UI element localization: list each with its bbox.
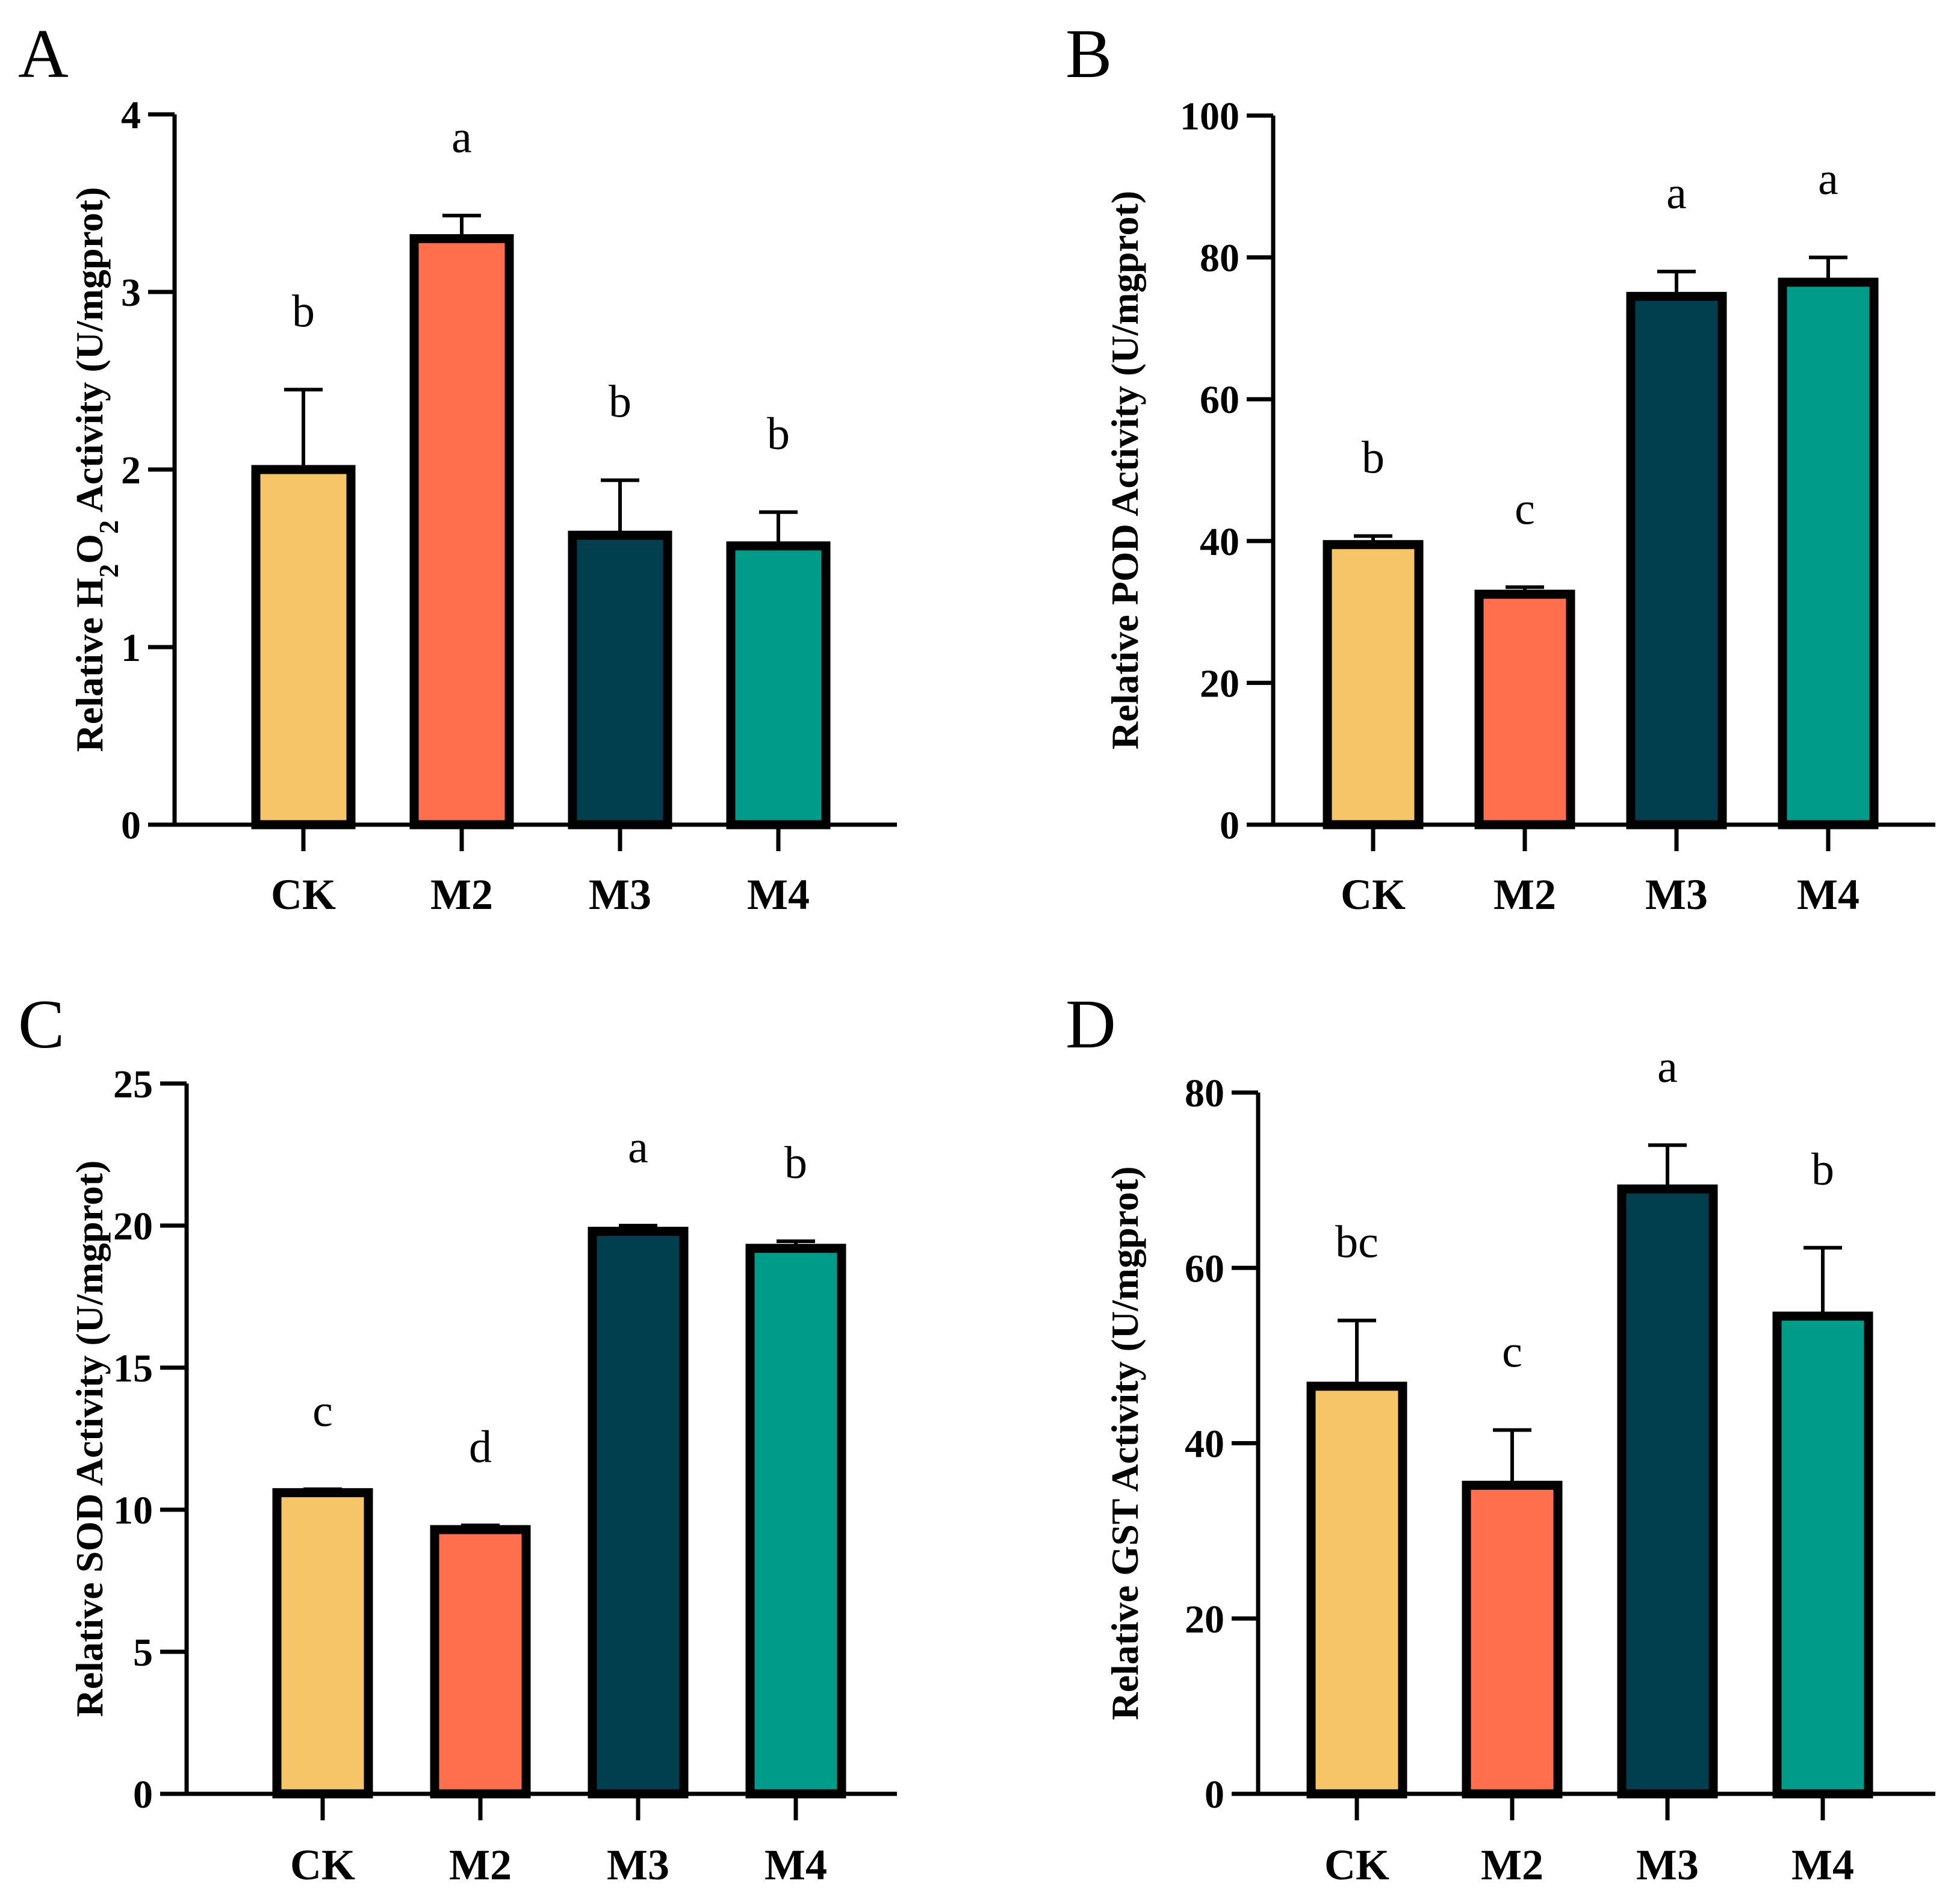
bar-m4 xyxy=(1778,278,1879,830)
x-tick-label: M4 xyxy=(765,1841,827,1889)
x-tick-label: CK xyxy=(1341,870,1406,919)
y-axis-title-part: Relative SOD Activity (U/mgprot) xyxy=(68,1161,111,1717)
y-tick-label: 0 xyxy=(1205,1773,1224,1817)
y-axis-title-part: O xyxy=(68,534,111,564)
y-tick-label: 20 xyxy=(113,1205,153,1248)
x-tick-label: M3 xyxy=(607,1841,669,1889)
y-axis-title-subscript: 2 xyxy=(93,564,124,578)
significance-letter-ck: b xyxy=(1362,433,1385,483)
y-tick-label: 5 xyxy=(133,1631,153,1675)
significance-letter-ck: b xyxy=(292,286,315,336)
x-tick-label: M4 xyxy=(1791,1841,1854,1889)
x-tick-label: CK xyxy=(271,870,336,919)
y-axis-title-part: Relative POD Activity (U/mgprot) xyxy=(1103,191,1146,749)
y-tick-label: 20 xyxy=(1185,1598,1224,1642)
significance-letter-ck: bc xyxy=(1335,1217,1379,1268)
significance-letter-m3: a xyxy=(1666,168,1687,219)
y-tick-label: 10 xyxy=(113,1489,153,1533)
y-tick-label: 40 xyxy=(1200,520,1239,564)
x-tick-label: M2 xyxy=(1493,870,1556,919)
y-tick-label: 60 xyxy=(1200,378,1239,422)
bar-ck xyxy=(272,1488,373,1799)
y-axis-title: Relative GST Activity (U/mgprot) xyxy=(1103,1166,1146,1720)
bar-m2 xyxy=(1474,589,1575,830)
bar-ck xyxy=(1323,540,1424,830)
x-tick-label: M3 xyxy=(589,870,651,919)
bar-m4 xyxy=(745,1244,846,1799)
y-axis-title-part: Activity (U/mgprot) xyxy=(68,187,111,520)
bar-m3 xyxy=(588,1226,689,1799)
y-tick-label: 60 xyxy=(1185,1247,1224,1291)
significance-letter-m2: a xyxy=(451,112,472,163)
y-axis-title-part: Relative GST Activity (U/mgprot) xyxy=(1103,1166,1146,1720)
significance-letter-m4: b xyxy=(784,1138,807,1188)
y-tick-label: 80 xyxy=(1185,1071,1224,1115)
y-tick-label: 0 xyxy=(121,804,141,848)
bar-m3 xyxy=(1617,1184,1718,1799)
y-tick-label: 40 xyxy=(1185,1422,1224,1466)
panel-letter: D xyxy=(1065,986,1116,1063)
y-tick-label: 15 xyxy=(113,1347,153,1391)
panel-letter: B xyxy=(1065,16,1112,93)
y-axis-title-subscript: 2 xyxy=(93,520,124,534)
x-tick-label: M2 xyxy=(1481,1841,1543,1889)
y-tick-label: 100 xyxy=(1180,95,1239,138)
significance-letter-m4: a xyxy=(1818,154,1838,205)
x-tick-label: M4 xyxy=(747,870,810,919)
significance-letter-m2: c xyxy=(1515,483,1535,534)
y-tick-label: 4 xyxy=(121,93,141,137)
y-axis-title: Relative POD Activity (U/mgprot) xyxy=(1103,191,1146,749)
bar-m2 xyxy=(1462,1480,1563,1799)
panel-letter: C xyxy=(18,986,64,1063)
x-tick-label: M4 xyxy=(1797,870,1859,919)
bar-ck xyxy=(1306,1381,1407,1799)
bar-m4 xyxy=(726,541,831,830)
y-tick-label: 1 xyxy=(121,626,141,670)
y-axis-title: Relative SOD Activity (U/mgprot) xyxy=(68,1161,111,1717)
significance-letter-m4: b xyxy=(767,409,790,459)
x-tick-label: CK xyxy=(290,1841,355,1889)
y-tick-label: 0 xyxy=(133,1773,153,1817)
bar-m3 xyxy=(1626,291,1727,830)
significance-letter-m3: a xyxy=(1657,1041,1678,1092)
y-tick-label: 2 xyxy=(121,448,141,492)
x-tick-label: M3 xyxy=(1645,870,1708,919)
x-tick-label: M2 xyxy=(430,870,493,919)
chart-panel-d: D Relative GST Activity (U/mgprot) bc CK c M2… xyxy=(1065,986,1935,1889)
y-axis-title-part: Relative H xyxy=(68,578,111,752)
chart-panel-c: C Relative SOD Activity (U/mgprot) c CK d M2 a… xyxy=(18,986,897,1889)
x-tick-label: M3 xyxy=(1636,1841,1699,1889)
y-tick-label: 25 xyxy=(113,1062,153,1106)
bar-m3 xyxy=(568,530,672,830)
x-tick-label: CK xyxy=(1324,1841,1389,1889)
panel-letter: A xyxy=(18,16,69,93)
significance-letter-m4: b xyxy=(1811,1144,1834,1195)
x-tick-label: M2 xyxy=(449,1841,512,1889)
bar-m4 xyxy=(1772,1311,1873,1799)
significance-letter-m3: b xyxy=(609,377,631,427)
significance-letter-m2: c xyxy=(1502,1327,1522,1377)
significance-letter-m2: d xyxy=(469,1422,492,1472)
chart-panel-b: B Relative POD Activity (U/mgprot) b CK c M2 a… xyxy=(1065,16,1935,919)
y-tick-label: 20 xyxy=(1200,662,1239,705)
y-tick-label: 0 xyxy=(1220,804,1239,848)
y-tick-label: 80 xyxy=(1200,237,1239,281)
significance-letter-ck: c xyxy=(312,1386,333,1436)
y-axis-title: Relative H2O2 Activity (U/mgprot) xyxy=(68,187,124,752)
bar-m2 xyxy=(430,1525,531,1799)
significance-letter-m3: a xyxy=(628,1122,648,1173)
y-tick-label: 3 xyxy=(121,271,141,315)
bar-ck xyxy=(251,465,356,830)
bar-m2 xyxy=(409,234,514,830)
